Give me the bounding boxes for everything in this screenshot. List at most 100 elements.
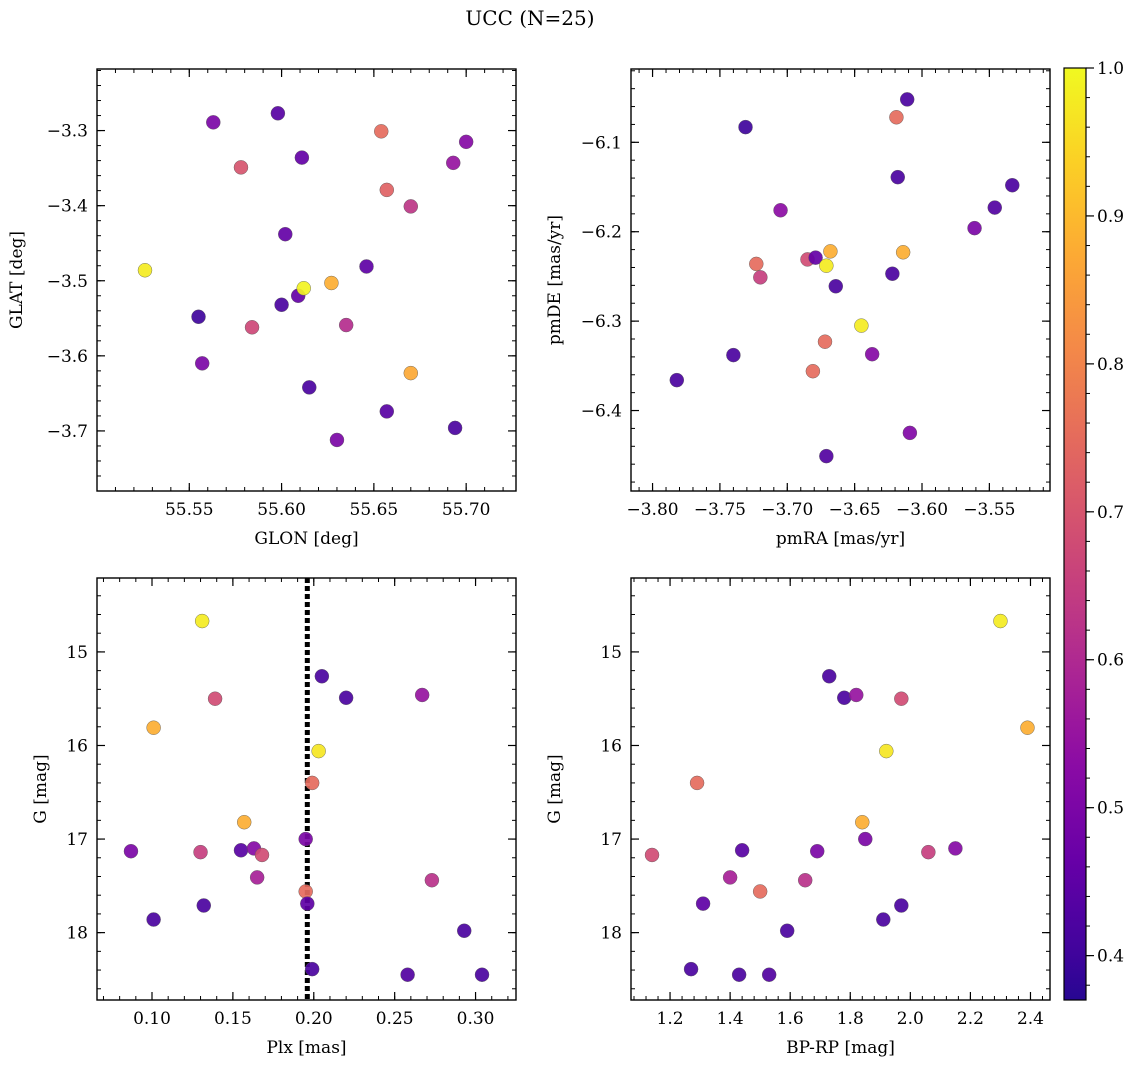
y-axis-label: pmDE [mas/yr] (545, 215, 565, 345)
y-tick-label: −6.2 (581, 223, 622, 243)
x-tick-label: 0.30 (457, 1009, 495, 1029)
scatter-point (314, 669, 330, 684)
scatter-point (689, 775, 705, 791)
y-tick-label: −3.4 (47, 197, 88, 217)
scatter-point (338, 690, 354, 705)
y-tick-label: −6.1 (581, 133, 622, 153)
scatter-point (206, 115, 221, 130)
scatter-point (414, 687, 430, 703)
scatter-point (889, 110, 904, 125)
scatter-point (849, 687, 864, 703)
scatter-point (967, 220, 982, 236)
scatter-point (902, 425, 918, 441)
x-tick-label: 55.65 (350, 500, 399, 520)
scatter-point (921, 844, 936, 860)
scatter-point (254, 847, 270, 863)
x-tick-label: 2.4 (1017, 1009, 1044, 1029)
y-tick-label: 16 (600, 736, 622, 756)
y-tick-label: 15 (66, 643, 88, 663)
scatter-point (726, 347, 741, 363)
x-tick-label: −3.80 (627, 500, 679, 520)
y-tick-label: 15 (600, 643, 622, 663)
scatter-point (474, 967, 490, 982)
x-tick-label: 55.60 (257, 500, 306, 520)
x-tick-label: 0.15 (214, 1009, 252, 1029)
x-tick-label: 1.2 (657, 1009, 684, 1029)
x-tick-label: 1.6 (777, 1009, 804, 1029)
x-tick-label: 2.0 (897, 1009, 924, 1029)
scatter-point (191, 309, 206, 324)
scatter-point (123, 844, 139, 859)
scatter-point (278, 226, 293, 242)
y-axis-label: GLAT [deg] (7, 231, 27, 329)
scatter-point (302, 380, 317, 395)
panel-plx-g: 0.10 0.15 0.20 0.25 0.30 15 16 17 18 Plx [mas] G [… (31, 577, 517, 1058)
scatter-point (753, 270, 768, 285)
scatter-point (193, 844, 208, 860)
scatter-point (683, 961, 699, 977)
x-tick-label: 1.8 (837, 1009, 864, 1029)
scatter-point (773, 203, 788, 218)
scatter-point (823, 244, 838, 259)
scatter-point (249, 870, 265, 885)
scatter-point (195, 356, 210, 371)
scatter-point (752, 884, 768, 899)
x-tick-label: 0.25 (376, 1009, 414, 1029)
scatter-point (298, 884, 313, 899)
scatter-point (270, 106, 286, 121)
x-tick-label: −3.55 (963, 500, 1015, 520)
scatter-point (447, 420, 463, 436)
y-tick-label: 17 (600, 830, 622, 850)
scatter-point (379, 404, 394, 419)
scatter-point (695, 896, 711, 911)
scatter-point (987, 200, 1002, 215)
x-tick-label: 0.10 (133, 1009, 171, 1029)
x-tick-label: 55.55 (165, 500, 214, 520)
scatter-point (669, 372, 685, 388)
scatter-point (294, 150, 310, 165)
scatter-point (379, 182, 394, 198)
scatter-point (207, 691, 223, 706)
scatter-point (146, 912, 161, 927)
scatter-point (890, 169, 905, 185)
scatter-point (146, 720, 161, 735)
x-tick-label: −3.60 (896, 500, 948, 520)
scatter-point (734, 843, 750, 858)
colorbar-tick-label: 0.6 (1097, 651, 1124, 671)
scatter-point (899, 92, 915, 107)
scatter-point (731, 967, 747, 982)
y-axis-label: G [mag] (31, 754, 51, 823)
scatter-point (359, 259, 374, 274)
scatter-point (810, 844, 825, 859)
plot-frame (96, 68, 517, 492)
scatter-point (446, 155, 461, 171)
colorbar-tick-label: 0.8 (1097, 355, 1124, 375)
scatter-point (749, 256, 764, 272)
y-tick-label: 18 (66, 924, 88, 944)
scatter-point (137, 263, 153, 278)
scatter-point (876, 912, 891, 927)
plot-frame (630, 577, 1051, 1001)
x-tick-label: −3.65 (829, 500, 881, 520)
x-axis-label: GLON [deg] (254, 529, 358, 549)
colorbar-tick-label: 0.9 (1097, 207, 1124, 227)
x-tick-label: −3.70 (761, 500, 813, 520)
x-tick-label: 0.20 (295, 1009, 333, 1029)
scatter-point (855, 815, 870, 830)
scatter-point (722, 870, 738, 885)
y-tick-label: −6.4 (581, 402, 622, 422)
scatter-point (403, 365, 418, 381)
scatter-point (237, 815, 252, 830)
scatter-point (374, 124, 389, 139)
y-axis-label: G [mag] (545, 754, 565, 823)
scatter-point (424, 873, 440, 888)
scatter-point (895, 245, 911, 260)
scatter-point (324, 275, 339, 291)
scatter-point (779, 923, 795, 938)
scatter-point (761, 967, 777, 982)
scatter-point (1020, 720, 1035, 735)
x-axis-label: pmRA [mas/yr] (776, 529, 905, 549)
y-tick-label: −3.7 (47, 422, 88, 442)
scatter-point (304, 961, 320, 977)
